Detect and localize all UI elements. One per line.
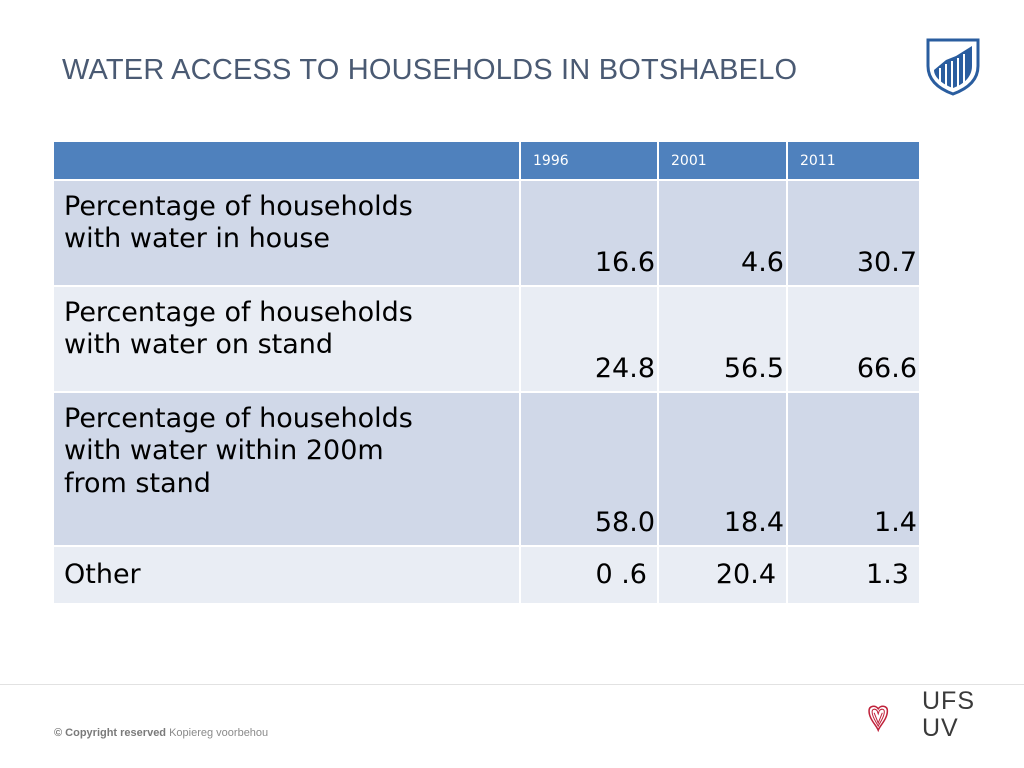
ufs-line1: UFS — [922, 687, 975, 715]
row-label: Percentage of households with water in ho… — [52, 179, 521, 287]
header-2001: 2001 — [657, 140, 788, 181]
row-label: Percentage of households with water withi… — [52, 391, 521, 547]
slide-title: WATER ACCESS TO HOUSEHOLDS IN BOTSHABELO — [62, 54, 798, 86]
row-label: Percentage of households with water on st… — [52, 285, 521, 393]
cell-2011: 30.7 — [786, 179, 921, 287]
cell-2001: 18.4 — [657, 391, 788, 547]
row-label-line: with water on stand — [64, 329, 334, 361]
table-row: Percentage of households with water on st… — [52, 285, 921, 393]
footer — [0, 685, 1024, 768]
footer-divider — [0, 684, 1024, 685]
table-header-row: 1996 2001 2011 — [52, 140, 921, 181]
header-empty — [52, 140, 521, 181]
header-2011: 2011 — [786, 140, 921, 181]
row-label-line: Percentage of households — [64, 403, 413, 434]
cell-1996: 16.6 — [519, 179, 659, 287]
ufs-heart-logo-icon — [868, 705, 889, 733]
row-label-line: from stand — [64, 467, 211, 499]
copyright-bold: © Copyright reserved — [54, 727, 167, 739]
cell-2011: 66.6 — [786, 285, 921, 393]
cell-2011: 1.4 — [786, 391, 921, 547]
row-label-line: with water within 200m — [64, 435, 384, 467]
table-row: Other 0 .6 20.4 1.3 — [52, 545, 921, 605]
cell-2001: 56.5 — [657, 285, 788, 393]
water-access-table: 1996 2001 2011 Percentage of households w… — [52, 140, 921, 605]
cell-2011: 1.3 — [786, 545, 921, 605]
cell-1996: 0 .6 — [519, 545, 659, 605]
header-1996: 1996 — [519, 140, 659, 181]
copyright-rest: Kopiereg voorbehou — [166, 727, 269, 739]
university-crest-icon — [926, 38, 980, 96]
cell-2001: 20.4 — [657, 545, 788, 605]
table-row: Percentage of households with water in ho… — [52, 179, 921, 287]
row-label-line: Other — [64, 558, 141, 590]
row-label-line: Percentage of households — [64, 297, 413, 328]
cell-1996: 24.8 — [519, 285, 659, 393]
ufs-line2: UV — [922, 714, 959, 742]
ufs-wordmark: UFS UV — [922, 688, 975, 742]
row-label-line: Percentage of households — [64, 191, 413, 222]
cell-1996: 58.0 — [519, 391, 659, 547]
row-label: Other — [52, 545, 521, 605]
table-row: Percentage of households with water withi… — [52, 391, 921, 547]
row-label-line: with water in house — [64, 223, 330, 255]
copyright-notice: © Copyright reserved Kopiereg voorbehou — [54, 727, 268, 739]
cell-2001: 4.6 — [657, 179, 788, 287]
